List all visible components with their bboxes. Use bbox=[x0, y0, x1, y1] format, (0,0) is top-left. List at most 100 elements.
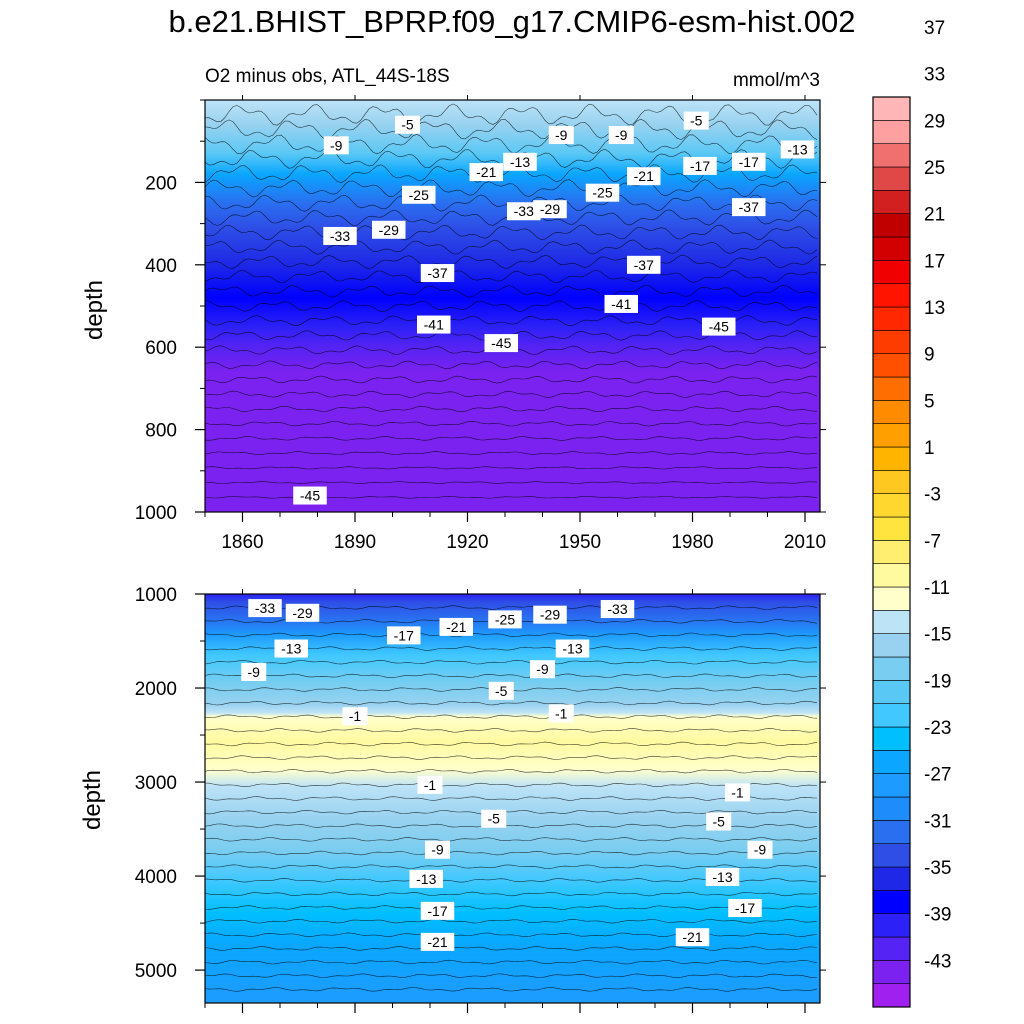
contour-label-bg bbox=[402, 185, 436, 204]
contour-label-bg bbox=[732, 152, 766, 171]
contour-label-text: -45 bbox=[709, 319, 729, 335]
contour-line bbox=[204, 133, 818, 155]
colorbar-swatch bbox=[872, 750, 911, 774]
contour-label-bg bbox=[683, 156, 717, 175]
contour-label-bg bbox=[627, 167, 661, 186]
contour-label: -13 bbox=[503, 152, 537, 171]
contour-line bbox=[204, 436, 818, 441]
contour-label-bg bbox=[395, 115, 420, 134]
colorbar-swatch bbox=[872, 190, 911, 214]
contour-label: -5 bbox=[488, 681, 514, 700]
contour-label: -9 bbox=[548, 126, 574, 145]
y-tick-label: 1000 bbox=[135, 503, 177, 524]
contour-label-text: -29 bbox=[540, 607, 560, 623]
colorbar-label: 25 bbox=[924, 158, 945, 179]
contour-label: -25 bbox=[585, 183, 620, 202]
contour-label: -17 bbox=[683, 156, 717, 175]
contour-line bbox=[204, 300, 818, 312]
lower-y-label: depth bbox=[79, 770, 106, 830]
contour-line bbox=[204, 973, 818, 978]
contour-line bbox=[204, 659, 817, 665]
contour-line bbox=[204, 481, 818, 484]
x-tick-label: 1950 bbox=[559, 532, 601, 553]
upper-y-axis: 200 400 600 800 1000 bbox=[135, 99, 826, 524]
contour-label-bg bbox=[469, 163, 503, 182]
contour-label: -29 bbox=[372, 220, 406, 239]
contour-label-bg bbox=[274, 639, 308, 658]
colorbar-label: 1 bbox=[924, 438, 935, 459]
contour-line bbox=[204, 103, 818, 126]
contour-label-text: -25 bbox=[409, 187, 429, 203]
lower-frame bbox=[204, 593, 821, 1004]
contour-label-bg bbox=[725, 783, 750, 802]
x-tick-label: 1890 bbox=[334, 532, 376, 553]
colorbar-swatch bbox=[872, 516, 911, 541]
contour-label-text: -1 bbox=[424, 777, 437, 793]
contour-line bbox=[204, 285, 818, 298]
colorbar-label: 5 bbox=[924, 391, 935, 412]
contour-label: -21 bbox=[675, 928, 710, 947]
contour-label-bg bbox=[702, 317, 736, 336]
contour-label-text: -17 bbox=[690, 158, 710, 174]
contour-label-text: -45 bbox=[491, 335, 511, 351]
colorbar-label: -23 bbox=[924, 718, 951, 739]
contour-label-text: -33 bbox=[514, 203, 534, 219]
contour-label-bg bbox=[488, 610, 522, 629]
contour-label-bg bbox=[533, 200, 567, 219]
contour-line bbox=[204, 946, 818, 951]
contour-line bbox=[204, 755, 818, 760]
contour-label-bg bbox=[420, 932, 455, 951]
contour-label-text: -17 bbox=[394, 627, 414, 643]
contour-label-text: -5 bbox=[401, 117, 414, 133]
contour-label-text: -37 bbox=[739, 199, 759, 215]
contour-label-bg bbox=[488, 681, 514, 700]
contour-label-text: -9 bbox=[555, 127, 568, 143]
contour-label-bg bbox=[548, 704, 574, 723]
contour-label: -45 bbox=[293, 486, 327, 505]
contour-label-text: -5 bbox=[495, 683, 508, 699]
contour-label-bg bbox=[323, 226, 357, 245]
contour-label-bg bbox=[248, 599, 282, 618]
colorbar-swatch bbox=[872, 96, 911, 121]
y-tick-label: 4000 bbox=[135, 867, 177, 888]
contour-label: -9 bbox=[608, 126, 634, 145]
y-tick-label: 2000 bbox=[135, 679, 177, 700]
contour-label: -1 bbox=[548, 704, 574, 723]
colorbar-swatch bbox=[872, 960, 911, 984]
contour-label-text: -45 bbox=[300, 488, 320, 504]
contour-label-text: -13 bbox=[416, 871, 436, 887]
contour-label: -41 bbox=[604, 294, 638, 313]
contour-label-text: -9 bbox=[615, 127, 628, 143]
contour-label-text: -13 bbox=[712, 869, 732, 885]
contour-label-text: -13 bbox=[562, 641, 582, 657]
y-tick-label: 3000 bbox=[135, 773, 177, 794]
contour-label-text: -29 bbox=[292, 605, 312, 621]
contour-label-bg bbox=[417, 775, 443, 794]
contour-line bbox=[204, 769, 818, 774]
contour-label: -5 bbox=[481, 809, 507, 828]
contour-label: -21 bbox=[469, 163, 503, 182]
colorbar-swatch bbox=[872, 283, 911, 308]
contour-label-bg bbox=[409, 869, 443, 888]
x-tick-label: 2010 bbox=[784, 532, 826, 553]
units-label: mmol/m^3 bbox=[733, 70, 820, 91]
contour-label-bg bbox=[372, 220, 406, 239]
contour-label-text: -9 bbox=[431, 842, 444, 858]
colorbar-swatch bbox=[872, 610, 911, 634]
contour-label-text: -25 bbox=[495, 611, 515, 627]
colorbar: -43-39-35-31-27-23-19-15-11-7-3159131721… bbox=[872, 18, 951, 1008]
contour-label-bg bbox=[600, 600, 635, 619]
contour-label-bg bbox=[285, 603, 320, 622]
contour-label: -1 bbox=[417, 775, 443, 794]
contour-line bbox=[204, 179, 818, 198]
contour-label: -13 bbox=[705, 868, 740, 887]
contour-label: -13 bbox=[409, 869, 443, 888]
colorbar-swatch bbox=[872, 866, 911, 891]
contour-label: -9 bbox=[530, 660, 555, 679]
contour-label-bg bbox=[425, 840, 450, 859]
contour-line bbox=[204, 118, 818, 141]
contour-label: -9 bbox=[241, 663, 267, 682]
contour-line bbox=[204, 959, 818, 965]
contour-line bbox=[204, 451, 818, 456]
